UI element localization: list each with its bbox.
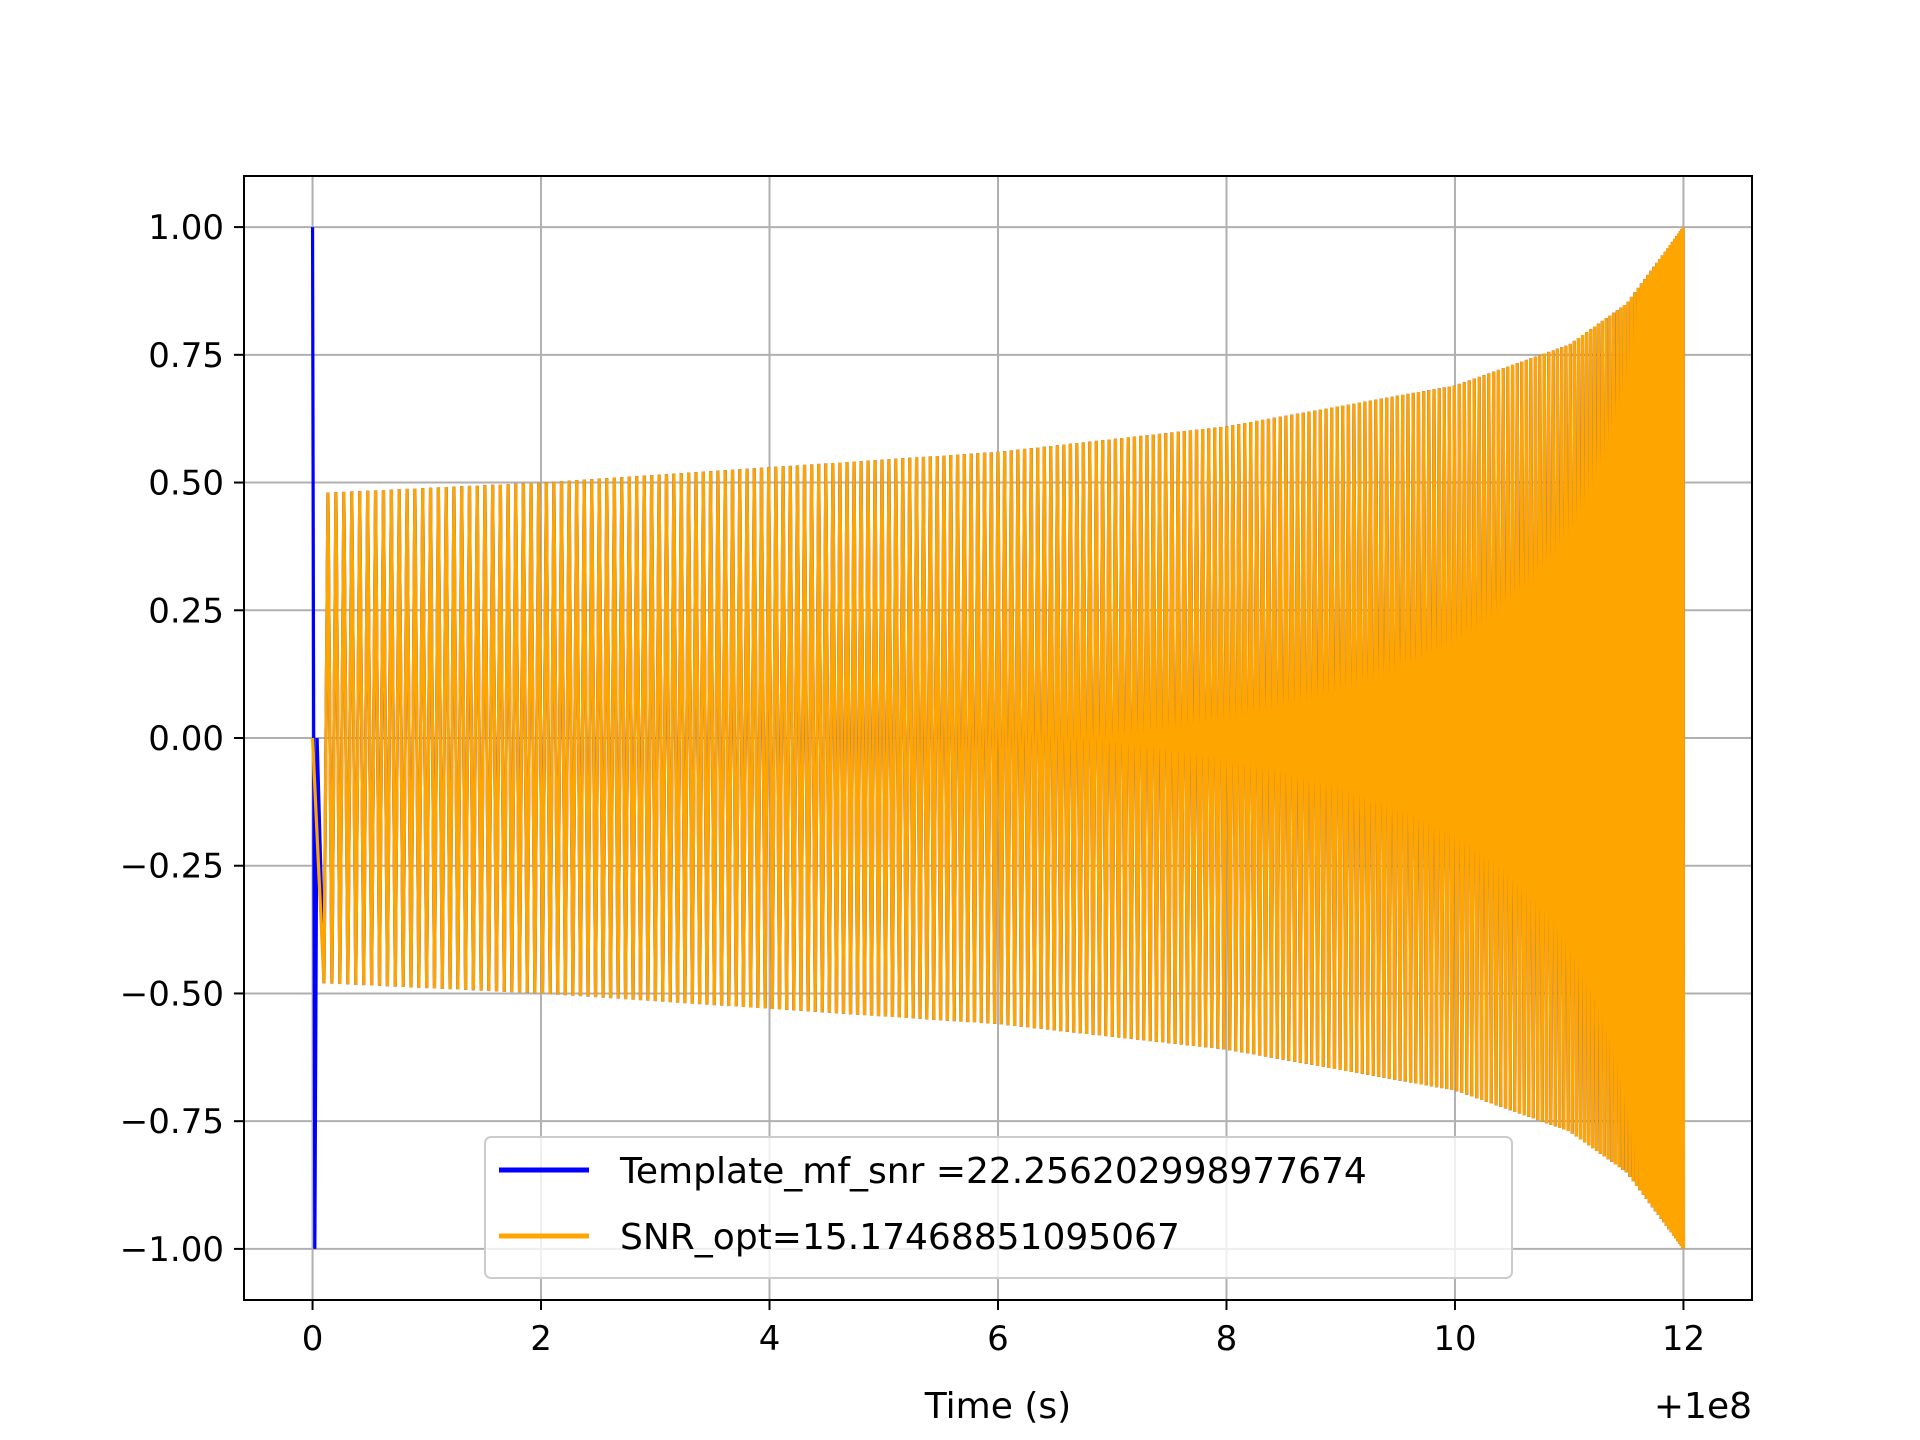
y-tick-label: 0.25 — [148, 591, 224, 631]
legend: Template_mf_snr =22.256202998977674 SNR_… — [484, 1136, 1513, 1279]
legend-box — [484, 1136, 1513, 1279]
y-axis-ticks: 1.00 0.75 0.50 0.25 0.00 −0.25 −0.50 −0.75 −1.00 — [120, 208, 244, 1270]
x-tick-label: 12 — [1662, 1319, 1705, 1359]
x-tick-label: 8 — [1216, 1319, 1238, 1359]
y-tick-label: −1.00 — [120, 1230, 224, 1270]
series-layer — [310, 227, 1686, 1249]
y-tick-label: −0.50 — [120, 974, 224, 1014]
legend-label-snr-opt: SNR_opt=15.17468851095067 — [620, 1217, 1180, 1258]
x-tick-label: 10 — [1433, 1319, 1476, 1359]
x-axis-ticks: 0 2 4 6 8 10 12 — [302, 1300, 1705, 1359]
x-tick-label: 0 — [302, 1319, 324, 1359]
y-tick-label: 0.75 — [148, 336, 224, 376]
x-axis-label: Time (s) — [924, 1386, 1071, 1427]
series-line-snr-opt — [310, 227, 1686, 1249]
x-tick-label: 4 — [759, 1319, 781, 1359]
y-tick-label: −0.25 — [120, 847, 224, 887]
x-tick-label: 6 — [987, 1319, 1009, 1359]
y-tick-label: 1.00 — [148, 208, 224, 248]
y-tick-label: 0.00 — [148, 719, 224, 759]
x-tick-label: 2 — [530, 1319, 552, 1359]
y-tick-label: −0.75 — [120, 1102, 224, 1142]
y-tick-label: 0.50 — [148, 464, 224, 504]
x-axis-offset-label: +1e8 — [1654, 1386, 1752, 1427]
legend-label-template: Template_mf_snr =22.256202998977674 — [619, 1151, 1367, 1192]
